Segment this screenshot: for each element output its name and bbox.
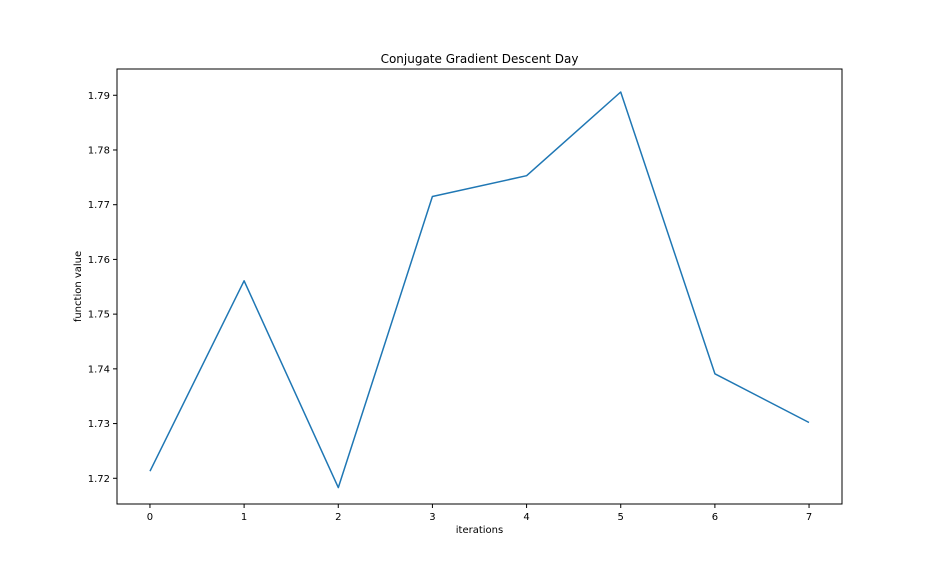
x-axis-title: iterations [456,525,503,536]
x-tick-label: 5 [618,512,624,523]
y-axis-title: function value [73,251,84,322]
x-axis: 0 1 2 3 4 5 6 7 [147,504,812,523]
y-tick-label: 1.79 [88,91,110,102]
x-tick-label: 0 [147,512,153,523]
x-tick-label: 1 [241,512,247,523]
y-tick-label: 1.77 [88,200,110,211]
plot-frame [116,68,843,505]
x-tick-label: 3 [429,512,435,523]
chart-title: Conjugate Gradient Descent Day [381,52,579,66]
y-tick-label: 1.74 [88,364,110,375]
y-tick-label: 1.73 [88,419,110,430]
y-tick-label: 1.78 [88,145,110,156]
y-tick-label: 1.72 [88,474,110,485]
x-tick-label: 4 [523,512,529,523]
x-tick-label: 2 [335,512,341,523]
x-tick-label: 7 [806,512,812,523]
y-tick-label: 1.75 [88,310,110,321]
series-line [149,91,810,489]
x-tick-label: 6 [712,512,718,523]
y-axis: 1.72 1.73 1.74 1.75 1.76 1.77 1.78 1.79 [88,91,117,485]
y-tick-label: 1.76 [88,255,110,266]
